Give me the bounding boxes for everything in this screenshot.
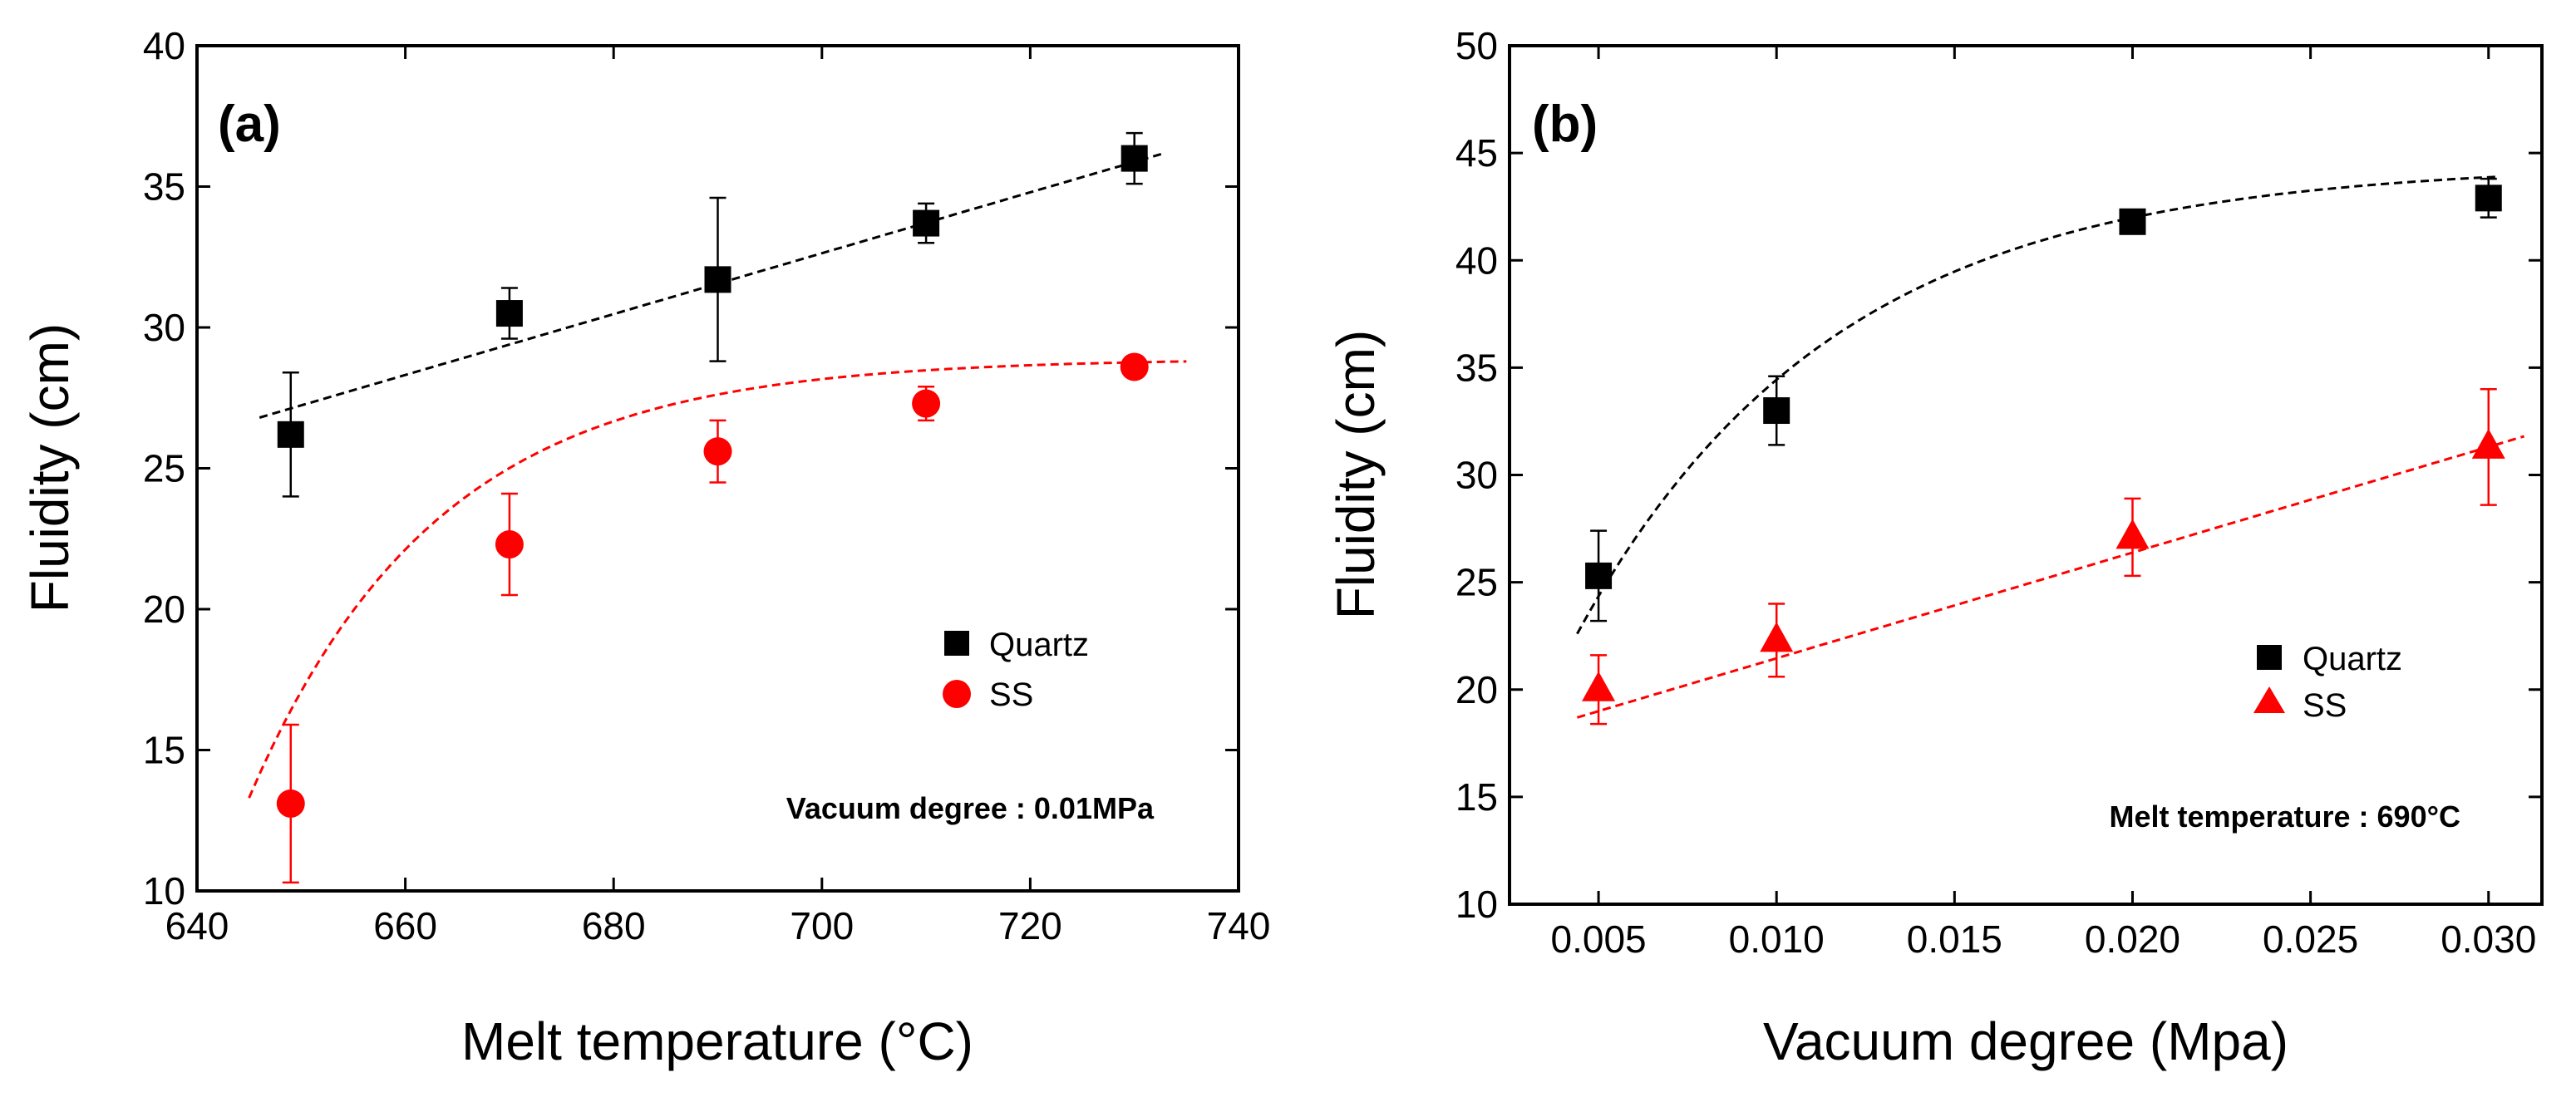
panel-a-x-tick-label-2: 680 (582, 904, 646, 947)
panel-b-fit-quartz (1576, 175, 2496, 635)
panel-a-label: (a) (218, 96, 281, 153)
panel-b-y-tick-label-8: 50 (1455, 24, 1498, 67)
panel-b-label: (b) (1532, 96, 1598, 153)
panel-b-legend-ss-marker (2253, 686, 2285, 713)
panel-a-ss-point-4 (1120, 352, 1149, 381)
panel-b-legend-quartz-marker (2257, 645, 2282, 670)
panel-b-x-tick-label-4: 0.025 (2263, 918, 2358, 961)
panel-b-ss-point-1 (1760, 622, 1794, 652)
panel-a-quartz-point-1 (495, 300, 523, 327)
panel-a-y-tick-label-6: 40 (143, 24, 185, 67)
panel-a-ticks: 640 660 680 700 720 740 10 15 20 25 30 35 40 (143, 24, 1271, 947)
panel-b-y-axis-label: Fluidity (cm) (1326, 330, 1386, 619)
panel-a-quartz-point-2 (704, 266, 731, 293)
panel-a-x-tick-label-1: 660 (373, 904, 437, 947)
panel-a-quartz-point-4 (1121, 145, 1148, 172)
panel-a-ss-point-1 (495, 530, 524, 559)
panel-a-fit-ss (248, 360, 1187, 799)
panel-b-y-tick-label-7: 45 (1455, 131, 1498, 175)
panel-b-x-tick-label-3: 0.020 (2085, 918, 2180, 961)
panel-a-ss-point-0 (276, 789, 305, 818)
panel-b-quartz-point-1 (1763, 397, 1790, 425)
panel-a-y-tick-label-2: 20 (143, 588, 185, 631)
panel-b-quartz-point-0 (1585, 562, 1613, 589)
panel-a-ss-point-3 (912, 389, 941, 418)
panel-b-legend-quartz-label: Quartz (2303, 641, 2402, 677)
panel-a-error-bars (282, 131, 1143, 884)
panel-a-y-tick-label-3: 25 (143, 447, 185, 490)
panel-b-quartz-point-2 (2119, 208, 2146, 235)
panel-a-legend-quartz-label: Quartz (989, 627, 1089, 663)
panel-b-annotation: Melt temperature : 690°C (2109, 799, 2460, 834)
panel-a-quartz-point-3 (913, 209, 940, 237)
panel-b-y-tick-label-0: 10 (1455, 883, 1498, 926)
panel-b: 0.005 0.010 0.015 0.020 0.025 0.030 10 15 20 25 30… (1326, 24, 2544, 1071)
panel-b-y-tick-label-4: 30 (1455, 454, 1498, 497)
panel-b-x-tick-label-5: 0.030 (2441, 918, 2536, 961)
panel-a: 640 660 680 700 720 740 10 15 20 25 30 35 40 (a) Mel… (20, 24, 1270, 1071)
panel-b-data-points (1582, 184, 2505, 701)
panel-a-y-tick-label-1: 15 (143, 729, 185, 772)
panel-a-legend-ss-label: SS (989, 676, 1033, 713)
panel-a-annotation: Vacuum degree : 0.01MPa (786, 791, 1155, 825)
panel-a-quartz-point-0 (277, 421, 304, 448)
panel-b-x-tick-label-1: 0.010 (1729, 918, 1825, 961)
panel-b-x-axis-label: Vacuum degree (Mpa) (1763, 1011, 2288, 1071)
panel-b-fit-lines (1576, 175, 2525, 719)
panel-a-legend-ss-marker (943, 680, 971, 708)
panel-a-legend-quartz-marker (944, 631, 969, 656)
panel-a-x-tick-label-0: 640 (165, 904, 229, 947)
panel-a-legend: Quartz SS (943, 627, 1089, 713)
panel-b-y-tick-label-5: 35 (1455, 346, 1498, 389)
panel-a-x-tick-label-5: 740 (1207, 904, 1271, 947)
panel-b-y-tick-label-3: 25 (1455, 561, 1498, 604)
panel-a-x-tick-label-4: 720 (998, 904, 1062, 947)
panel-b-ss-point-3 (2471, 428, 2505, 459)
panel-b-fit-ss (1576, 435, 2525, 719)
panel-b-ss-point-2 (2115, 519, 2150, 549)
panel-a-x-tick-label-3: 700 (790, 904, 854, 947)
panel-b-legend: Quartz SS (2253, 641, 2402, 724)
panel-b-x-tick-label-0: 0.005 (1551, 918, 1647, 961)
panel-b-x-tick-label-2: 0.015 (1907, 918, 2002, 961)
panel-b-ticks: 0.005 0.010 0.015 0.020 0.025 0.030 10 15 20 25 30… (1455, 24, 2542, 961)
panel-b-y-tick-label-2: 20 (1455, 668, 1498, 711)
panel-b-y-tick-label-1: 15 (1455, 775, 1498, 819)
panel-b-legend-ss-label: SS (2303, 687, 2347, 724)
panel-a-data-points (276, 145, 1149, 818)
panel-a-y-tick-label-0: 10 (143, 869, 185, 913)
panel-a-y-tick-label-4: 30 (143, 306, 185, 349)
panel-b-y-tick-label-6: 40 (1455, 239, 1498, 282)
panel-b-plot-frame (1508, 44, 2544, 906)
panel-b-quartz-point-3 (2475, 184, 2502, 212)
panel-b-ss-point-0 (1582, 671, 1616, 701)
panel-a-ss-point-2 (703, 437, 732, 466)
panel-a-y-tick-label-5: 35 (143, 165, 185, 209)
panel-a-y-axis-label: Fluidity (cm) (20, 323, 80, 612)
panel-a-x-axis-label: Melt temperature (°C) (461, 1011, 973, 1071)
